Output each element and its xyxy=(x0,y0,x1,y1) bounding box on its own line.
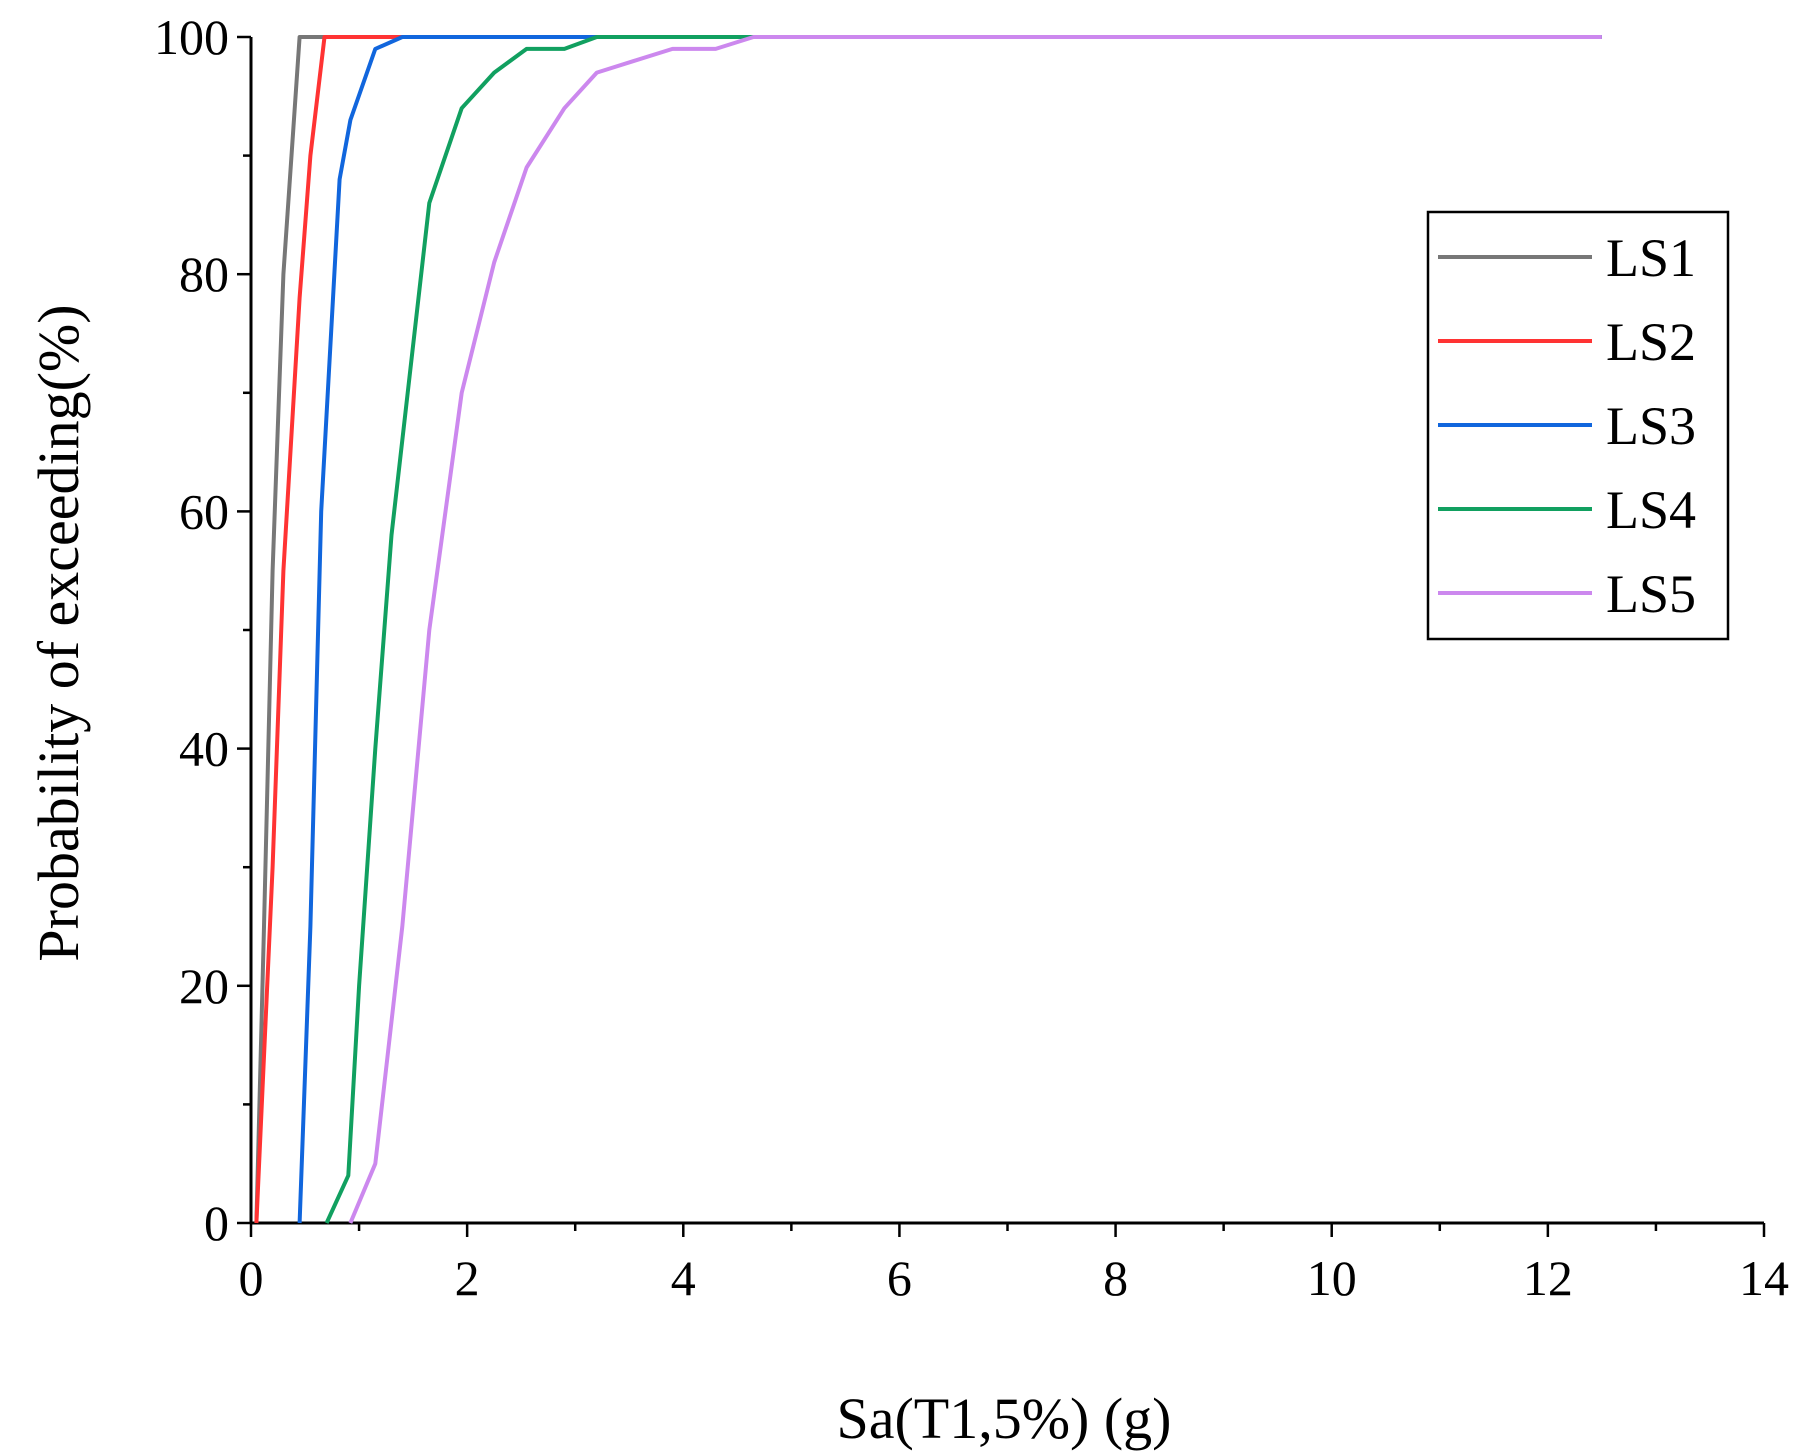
y-tick-label: 40 xyxy=(179,721,229,777)
series-line-ls5 xyxy=(348,35,1602,1224)
x-tick-label: 12 xyxy=(1523,1250,1573,1306)
x-tick-label: 8 xyxy=(1103,1250,1128,1306)
series-line-ls2 xyxy=(254,35,1602,1224)
legend-label-ls4: LS4 xyxy=(1606,480,1696,540)
x-axis-title: Sa(T1,5%) (g) xyxy=(836,1386,1171,1451)
legend-label-ls5: LS5 xyxy=(1606,564,1696,624)
tick-layer: 0 2 4 6 8 10 12 14 0 20 40 60 80 100 xyxy=(154,9,1789,1306)
x-tick-label: 14 xyxy=(1739,1250,1789,1306)
y-tick-label: 0 xyxy=(204,1195,229,1251)
legend-label-ls1: LS1 xyxy=(1606,228,1696,288)
series-line-ls1 xyxy=(254,35,1602,1224)
series-line-ls3 xyxy=(297,35,1602,1224)
legend-label-ls2: LS2 xyxy=(1606,312,1696,372)
x-tick-label: 0 xyxy=(239,1250,264,1306)
y-tick-label: 60 xyxy=(179,483,229,539)
x-tick-label: 2 xyxy=(455,1250,480,1306)
legend: LS1 LS2 LS3 LS4 LS5 xyxy=(1426,210,1730,641)
y-tick-label: 20 xyxy=(179,958,229,1014)
y-tick-label: 100 xyxy=(154,9,229,65)
y-tick-label: 80 xyxy=(179,246,229,302)
x-tick-label: 10 xyxy=(1307,1250,1357,1306)
legend-label-ls3: LS3 xyxy=(1606,396,1696,456)
series-line-ls4 xyxy=(324,35,1602,1224)
y-axis-title: Probability of exceeding(%) xyxy=(26,304,91,961)
x-tick-label: 6 xyxy=(887,1250,912,1306)
series-layer xyxy=(254,35,1602,1224)
x-tick-label: 4 xyxy=(671,1250,696,1306)
legend-items: LS1 LS2 LS3 LS4 LS5 xyxy=(1438,228,1696,624)
